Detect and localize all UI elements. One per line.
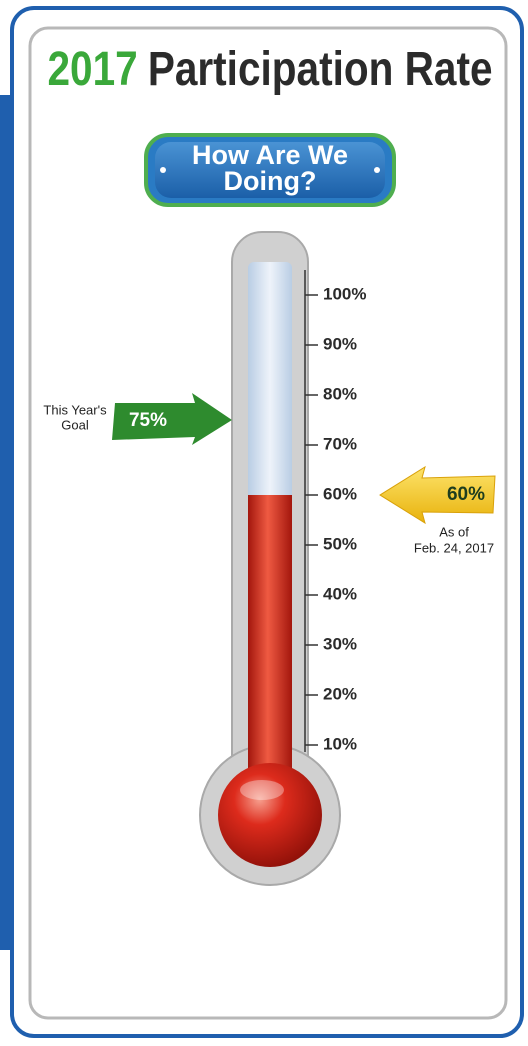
y-tick-label: 80% [323,384,357,403]
badge-dot [160,167,166,173]
value-annotation: As of [439,524,469,539]
goal-annotation: Goal [61,417,89,432]
badge-dot [374,167,380,173]
y-tick-label: 50% [323,534,357,553]
y-tick-label: 30% [323,634,357,653]
bulb-highlight [240,780,284,800]
goal-label: 75% [129,410,167,431]
left-strip [0,95,10,950]
chart: 2017Participation Rate How Are We Doing?… [0,0,528,1041]
y-tick-label: 60% [323,484,357,503]
value-annotation: Feb. 24, 2017 [414,540,494,555]
bulb [218,763,322,867]
chart-title: 2017Participation Rate [48,43,493,96]
title-year: 2017 [48,43,138,96]
y-tick-label: 10% [323,734,357,753]
y-tick-label: 40% [323,584,357,603]
fluid [248,495,292,802]
y-tick-label: 100% [323,284,366,303]
y-tick-label: 20% [323,684,357,703]
title-text: Participation Rate [148,43,493,96]
subtitle: Doing? [224,166,317,196]
value-label: 60% [447,484,485,505]
goal-annotation: This Year's [43,402,107,417]
page: 2017Participation Rate How Are We Doing?… [0,0,528,1041]
y-tick-label: 70% [323,434,357,453]
y-tick-label: 90% [323,334,357,353]
